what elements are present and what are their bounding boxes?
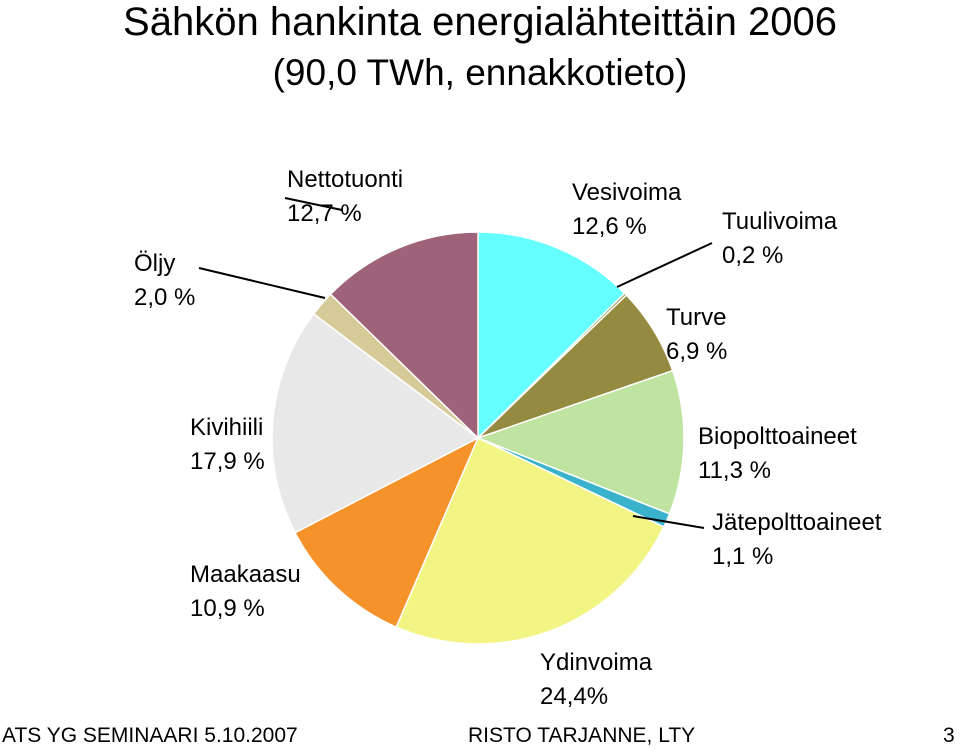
pie-slice-maakaasu [294,436,480,629]
slice-value-label: 2,0 % [134,284,195,311]
slice-value-label: 12,6 % [572,213,647,240]
pie-slice-biopolttoaineet [475,369,685,515]
slice-name-label: Jätepolttoaineet [712,509,882,536]
slice-name-label: Maakaasu [190,561,301,588]
footer-author: RISTO TARJANNE, LTY [468,724,696,747]
leader-line [632,515,705,529]
slice-value-label: 1,1 % [712,543,773,570]
footer-event: ATS YG SEMINAARI 5.10.2007 [2,724,298,747]
leader-line [198,267,326,299]
slice-value-label: 0,2 % [722,242,783,269]
slice-value-label: 6,9 % [666,338,727,365]
slice-name-label: Nettotuonti [287,166,403,193]
slice-value-label: 24,4% [540,683,608,710]
footer-page-number: 3 [943,724,955,747]
slice-name-label: Biopolttoaineet [698,423,857,450]
pie-slice-vesivoima [477,231,626,440]
pie-slice-ydinvoima [395,436,665,645]
chart-title: Sähkön hankinta energialähteittäin 2006 [123,0,837,44]
pie-slice-nettotuonti [329,231,479,440]
slice-name-label: Tuulivoima [722,208,838,235]
pie-slice-kivihiili [271,312,480,534]
leader-line [284,197,343,211]
slice-name-label: Ydinvoima [540,649,653,676]
leader-line [616,242,713,288]
slice-name-label: Turve [666,304,726,331]
slice-value-label: 11,3 % [698,457,771,484]
slice-value-label: 17,9 % [190,448,265,475]
slice-value-label: 12,7 % [287,200,362,227]
chart-subtitle: (90,0 TWh, ennakkotieto) [272,52,688,93]
slice-name-label: Kivihiili [190,414,263,441]
slice-name-label: Vesivoima [572,179,682,206]
slice-value-label: 10,9 % [190,595,265,622]
slice-name-label: Öljy [134,250,175,277]
